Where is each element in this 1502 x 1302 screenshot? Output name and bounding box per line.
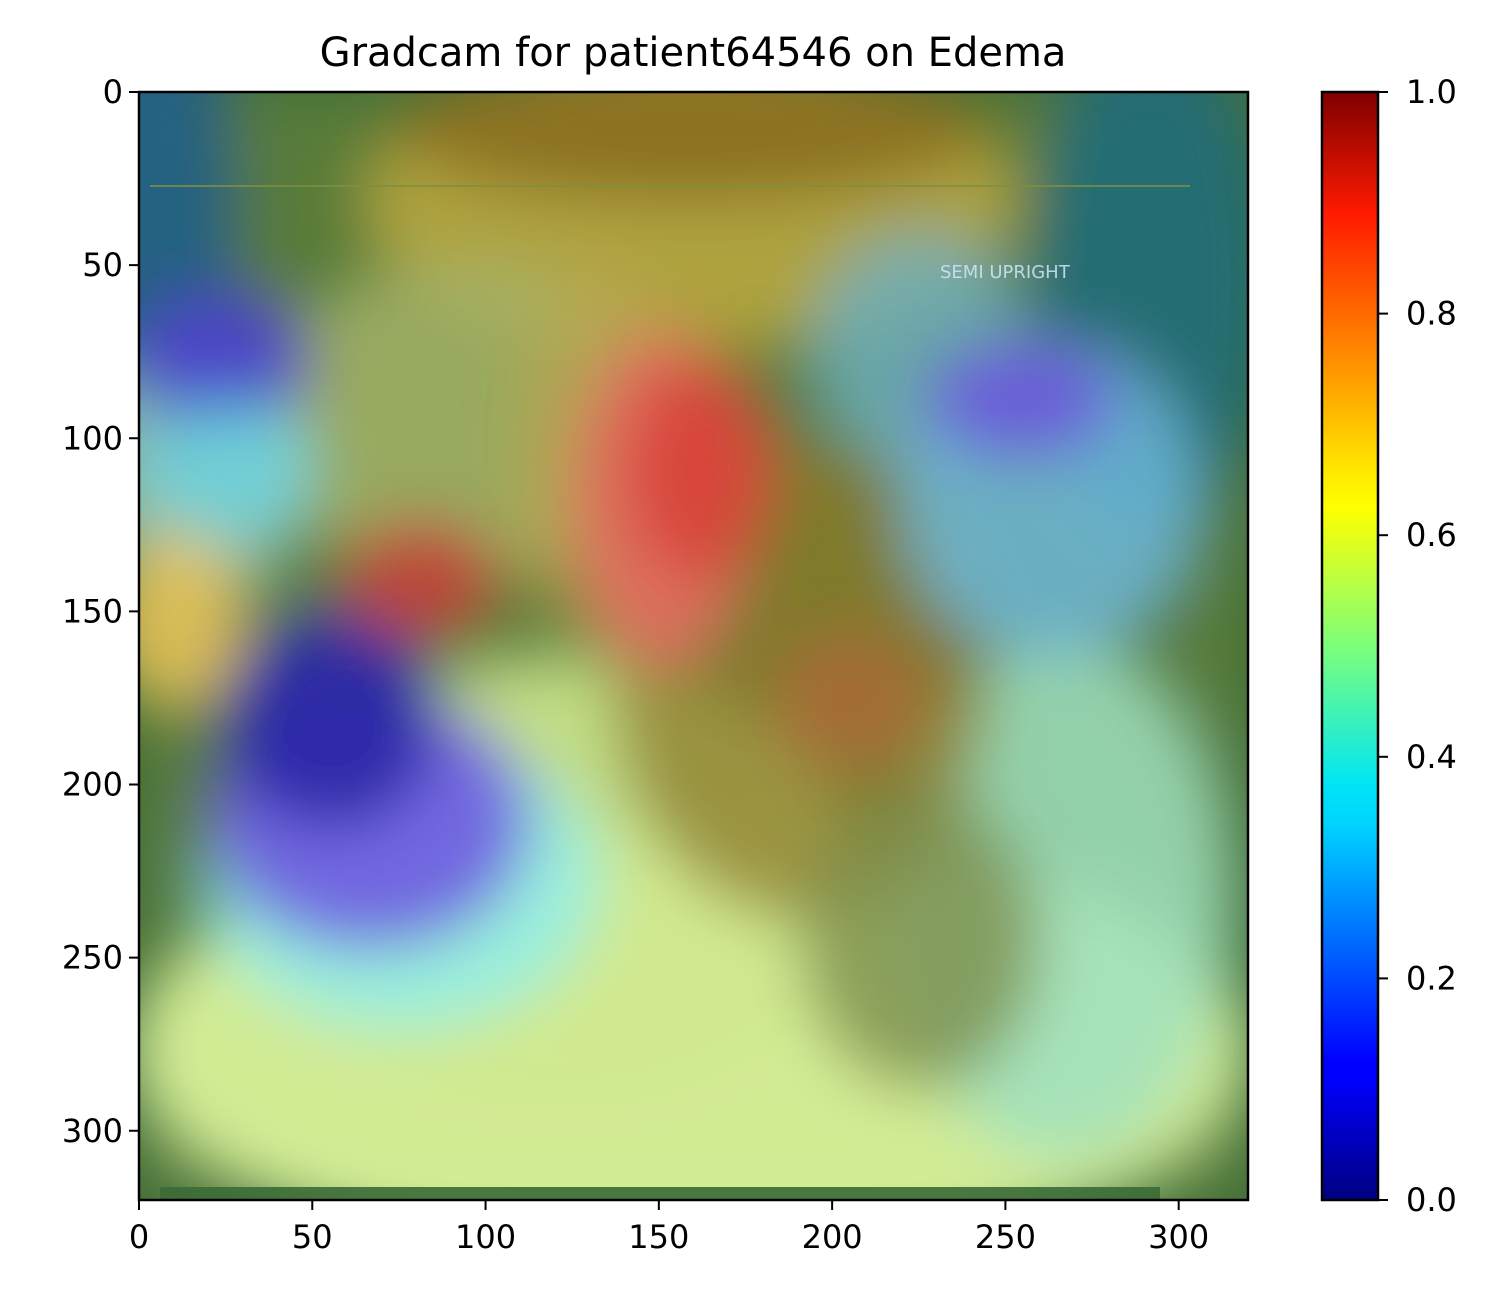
y-tick-label: 0 <box>103 73 123 111</box>
plot-frame <box>137 90 1250 1202</box>
gradcam-heat-layer <box>139 92 1248 1200</box>
x-tick-label: 200 <box>802 1218 863 1256</box>
x-tick-label: 0 <box>129 1218 149 1256</box>
image-frame-top <box>150 185 1190 187</box>
colorbar-tick-label: 0.4 <box>1406 738 1457 776</box>
y-tick-label: 50 <box>82 246 123 284</box>
y-axis: 0 50 100 150 200 250 300 <box>62 73 139 1150</box>
colorbar <box>1322 92 1378 1200</box>
x-axis: 0 50 100 150 200 250 300 <box>129 1200 1209 1256</box>
y-tick-label: 200 <box>62 766 123 804</box>
colorbar-tick-label: 0.2 <box>1406 959 1457 997</box>
x-tick-label: 300 <box>1148 1218 1209 1256</box>
plot-area: SEMI UPRIGHT <box>139 92 1248 1200</box>
colorbar-tick-label: 0.8 <box>1406 295 1457 333</box>
x-tick-label: 250 <box>975 1218 1036 1256</box>
y-tick-label: 100 <box>62 419 123 457</box>
colorbar-ticks: 0.0 0.2 0.4 0.6 0.8 1.0 <box>1378 73 1457 1219</box>
colorbar-frame <box>1320 90 1380 1202</box>
image-overlay-text: SEMI UPRIGHT <box>940 262 1071 283</box>
y-tick-label: 300 <box>62 1112 123 1150</box>
y-tick-label: 250 <box>62 939 123 977</box>
x-tick-label: 100 <box>455 1218 516 1256</box>
colorbar-tick-label: 0.0 <box>1406 1181 1457 1219</box>
x-tick-label: 50 <box>292 1218 333 1256</box>
chart-title: Gradcam for patient64546 on Edema <box>320 30 1067 76</box>
colorbar-tick-label: 1.0 <box>1406 73 1457 111</box>
x-tick-label: 150 <box>628 1218 689 1256</box>
image-frame-bottom <box>160 1187 1160 1200</box>
y-tick-label: 150 <box>62 592 123 630</box>
colorbar-tick-label: 0.6 <box>1406 516 1457 554</box>
